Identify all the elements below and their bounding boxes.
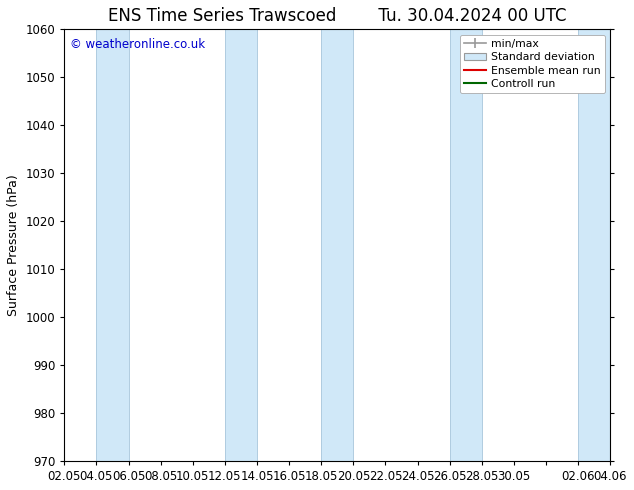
Title: ENS Time Series Trawscoed        Tu. 30.04.2024 00 UTC: ENS Time Series Trawscoed Tu. 30.04.2024… <box>108 7 567 25</box>
Bar <box>96 29 129 461</box>
Bar <box>450 29 482 461</box>
Bar <box>578 29 611 461</box>
Legend: min/max, Standard deviation, Ensemble mean run, Controll run: min/max, Standard deviation, Ensemble me… <box>460 35 605 93</box>
Bar <box>225 29 257 461</box>
Text: © weatheronline.co.uk: © weatheronline.co.uk <box>70 38 205 51</box>
Bar <box>321 29 353 461</box>
Y-axis label: Surface Pressure (hPa): Surface Pressure (hPa) <box>7 174 20 316</box>
